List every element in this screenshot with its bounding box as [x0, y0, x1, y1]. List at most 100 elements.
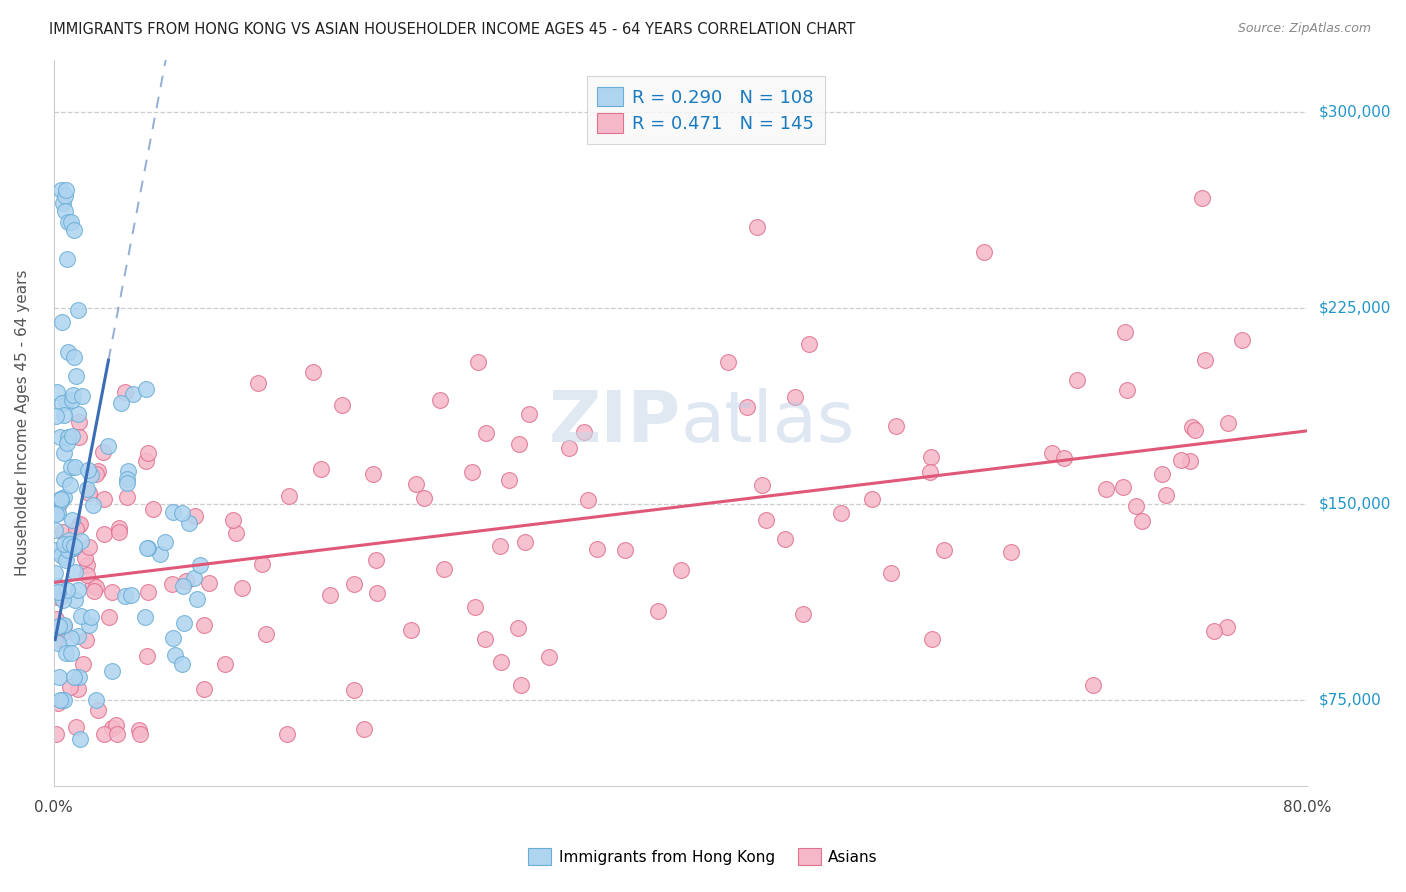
Point [52, 196, 75, 211]
Point [173, 616, 195, 631]
Point [1053, 450, 1076, 465]
Point [179, 516, 201, 530]
Point [100, 665, 122, 679]
Point [51, 693, 73, 707]
Point [52, 537, 75, 551]
Point [66, 302, 89, 317]
Point [55, 646, 77, 660]
Point [63, 460, 86, 475]
Point [55, 552, 77, 566]
Point [44, 543, 66, 558]
Point [165, 648, 187, 662]
Point [56, 435, 79, 450]
Point [69, 609, 91, 624]
Point [65, 369, 87, 384]
Point [1040, 446, 1063, 460]
Point [75, 632, 97, 647]
Point [136, 446, 159, 460]
Point [49, 693, 72, 707]
Point [160, 577, 183, 591]
Point [1114, 325, 1136, 339]
Point [1150, 467, 1173, 481]
Point [413, 491, 436, 505]
Point [973, 245, 995, 260]
Point [91, 444, 114, 458]
Point [1181, 420, 1204, 434]
Point [62, 541, 84, 556]
Point [186, 592, 208, 607]
Text: IMMIGRANTS FROM HONG KONG VS ASIAN HOUSEHOLDER INCOME AGES 45 - 64 YEARS CORRELA: IMMIGRANTS FROM HONG KONG VS ASIAN HOUSE… [49, 22, 855, 37]
Point [56, 215, 79, 229]
Point [77, 540, 100, 554]
Point [149, 547, 172, 561]
Point [44, 590, 66, 604]
Point [51, 396, 73, 410]
Point [67, 682, 90, 697]
Point [51, 315, 73, 329]
Point [735, 400, 758, 414]
Point [59, 537, 82, 551]
Point [278, 489, 301, 503]
Point [464, 600, 486, 615]
Point [104, 718, 127, 732]
Point [921, 632, 943, 646]
Point [115, 476, 138, 491]
Point [309, 462, 332, 476]
Point [53, 619, 76, 633]
Point [508, 436, 530, 450]
Point [114, 589, 136, 603]
Point [86, 703, 108, 717]
Point [115, 491, 138, 505]
Point [58, 543, 80, 558]
Text: Source: ZipAtlas.com: Source: ZipAtlas.com [1237, 22, 1371, 36]
Point [134, 609, 156, 624]
Point [1156, 487, 1178, 501]
Point [135, 382, 157, 396]
Point [399, 624, 422, 638]
Point [860, 491, 883, 506]
Point [65, 720, 87, 734]
Point [717, 355, 740, 369]
Point [46, 578, 69, 592]
Point [67, 517, 90, 532]
Point [429, 392, 451, 407]
Point [1194, 352, 1216, 367]
Point [572, 425, 595, 439]
Point [135, 541, 157, 556]
Point [884, 418, 907, 433]
Point [63, 669, 86, 683]
Text: $75,000: $75,000 [1319, 692, 1381, 707]
Point [62, 541, 84, 556]
Point [128, 723, 150, 737]
Point [558, 441, 581, 455]
Point [221, 513, 243, 527]
Point [44, 523, 66, 537]
Point [330, 398, 353, 412]
Point [48, 619, 70, 633]
Point [162, 505, 184, 519]
Point [225, 526, 247, 541]
Text: atlas: atlas [681, 389, 855, 458]
Point [405, 477, 427, 491]
Point [52, 490, 75, 504]
Point [67, 430, 90, 444]
Point [538, 650, 561, 665]
Point [45, 727, 67, 741]
Point [184, 509, 207, 524]
Point [128, 727, 150, 741]
Point [669, 563, 692, 577]
Point [197, 576, 219, 591]
Point [432, 562, 454, 576]
Point [45, 612, 67, 626]
Point [141, 501, 163, 516]
Point [363, 467, 385, 482]
Point [1215, 620, 1237, 634]
Point [49, 492, 72, 507]
Point [342, 683, 364, 698]
Point [87, 464, 110, 478]
Point [93, 527, 115, 541]
Point [73, 550, 96, 565]
Text: $225,000: $225,000 [1319, 301, 1391, 316]
Legend: R = 0.290   N = 108, R = 0.471   N = 145: R = 0.290 N = 108, R = 0.471 N = 145 [586, 76, 824, 144]
Point [513, 535, 536, 549]
